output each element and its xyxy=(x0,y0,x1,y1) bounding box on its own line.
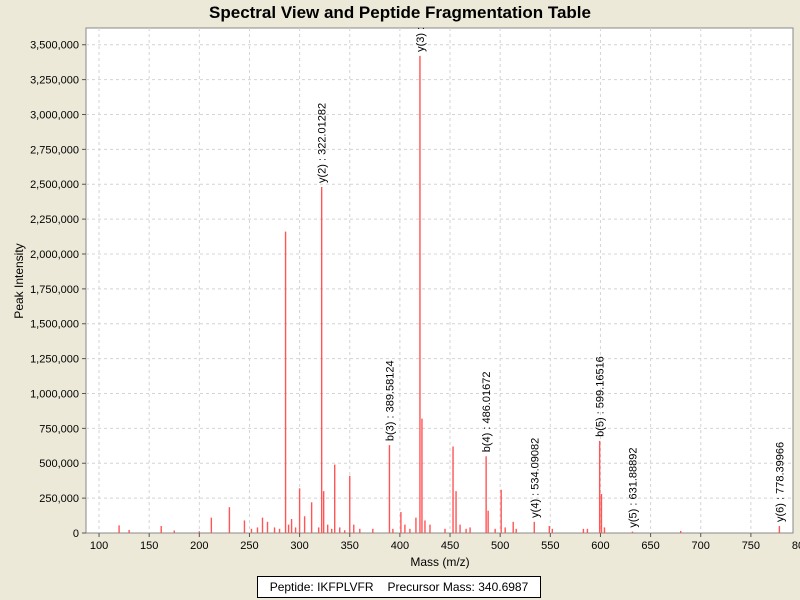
y-tick-label: 1,500,000 xyxy=(30,319,79,331)
x-tick-label: 300 xyxy=(290,540,308,552)
x-tick-label: 600 xyxy=(591,540,609,552)
y-tick-label: 1,250,000 xyxy=(30,354,79,366)
y-tick-label: 2,250,000 xyxy=(30,214,79,226)
x-tick-label: 400 xyxy=(391,540,409,552)
y-tick-label: 250,000 xyxy=(39,493,79,505)
y-tick-label: 2,000,000 xyxy=(30,249,79,261)
x-tick-label: 800 xyxy=(792,540,800,552)
x-tick-label: 100 xyxy=(90,540,108,552)
x-tick-label: 500 xyxy=(491,540,509,552)
x-tick-label: 650 xyxy=(641,540,659,552)
y-tick-label: 3,000,000 xyxy=(30,109,79,121)
plot-background xyxy=(85,27,794,534)
peak-annotation: b(5) : 599.16516 xyxy=(595,356,607,437)
x-tick-label: 200 xyxy=(190,540,208,552)
grid xyxy=(86,28,793,533)
x-tick-label: 150 xyxy=(140,540,158,552)
y-axis-label: Peak Intensity xyxy=(12,243,26,318)
y-tick-label: 3,500,000 xyxy=(30,40,79,52)
peak-annotation: y(6) : 778.39966 xyxy=(774,442,786,522)
y-tick-label: 2,500,000 xyxy=(30,179,79,191)
y-tick-label: 500,000 xyxy=(39,458,79,470)
chart-title: Spectral View and Peptide Fragmentation … xyxy=(209,3,591,22)
peptide-legend: Peptide: IKFPLVFR Precursor Mass: 340.69… xyxy=(257,576,541,598)
x-tick-label: 550 xyxy=(541,540,559,552)
y-tick-label: 1,000,000 xyxy=(30,388,79,400)
y-tick-label: 3,250,000 xyxy=(30,75,79,87)
x-tick-label: 350 xyxy=(341,540,359,552)
x-tick-label: 750 xyxy=(742,540,760,552)
y-tick-label: 1,750,000 xyxy=(30,284,79,296)
x-tick-label: 700 xyxy=(692,540,710,552)
peak-annotation: y(5) : 631.88892 xyxy=(627,447,639,527)
peak-annotation: y(4) : 534.09082 xyxy=(529,438,541,518)
precursor-mass-label: Precursor Mass: 340.6987 xyxy=(387,580,529,594)
annotations: y(2) : 322.01282 y(3) : b(3) : 389.58124 b… xyxy=(317,27,787,528)
axes: 100 150 200 250 300 350 400 450 500 550 600 650 700 7… xyxy=(30,40,800,552)
peak-annotation: b(3) : 389.58124 xyxy=(384,360,396,441)
peak-annotation: y(2) : 322.01282 xyxy=(317,103,329,183)
y-tick-label: 2,750,000 xyxy=(30,144,79,156)
y-tick-label: 0 xyxy=(73,528,79,540)
peptide-label: Peptide: IKFPLVFR xyxy=(269,580,374,594)
peak-annotation: y(3) : xyxy=(415,27,427,52)
x-axis-label: Mass (m/z) xyxy=(410,555,469,569)
peak-annotation: b(4) : 486.01672 xyxy=(481,372,493,453)
peak-series xyxy=(118,55,781,533)
x-tick-label: 250 xyxy=(240,540,258,552)
y-tick-label: 750,000 xyxy=(39,423,79,435)
x-tick-label: 450 xyxy=(441,540,459,552)
